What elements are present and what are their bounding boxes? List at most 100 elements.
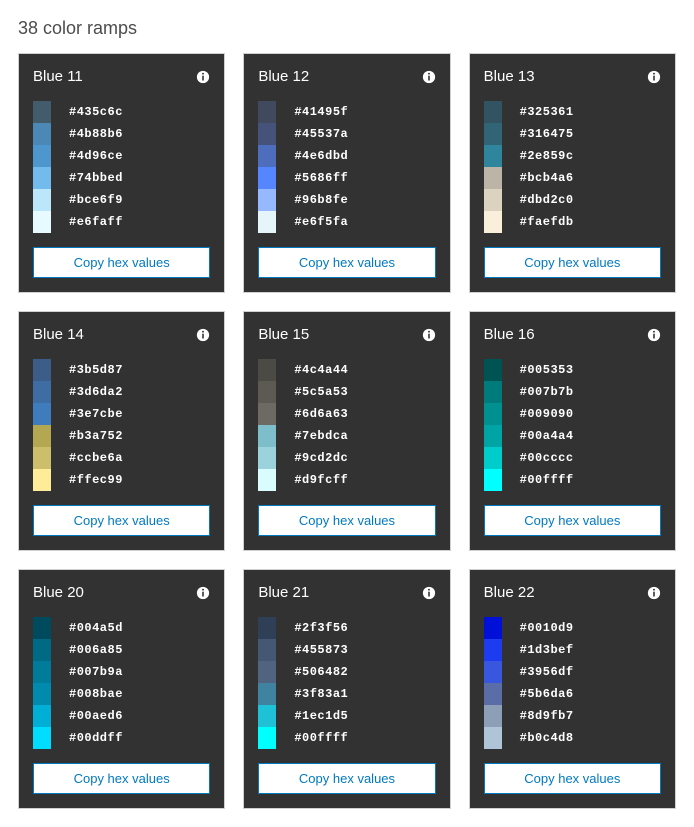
hex-value: #6d6a63 — [294, 407, 348, 421]
color-swatch — [258, 425, 276, 447]
color-swatch — [484, 381, 502, 403]
hex-row: #3f83a1 — [294, 683, 348, 705]
hex-row: #ccbe6a — [69, 447, 123, 469]
hex-value: #00cccc — [520, 451, 574, 465]
hex-row: #ffec99 — [69, 469, 123, 491]
hex-value: #3e7cbe — [69, 407, 123, 421]
hex-value: #4e6dbd — [294, 149, 348, 163]
copy-hex-button[interactable]: Copy hex values — [258, 247, 435, 278]
hex-column: #0010d9#1d3bef#3956df#5b6da6#8d9fb7#b0c4… — [520, 617, 574, 749]
hex-value: #2f3f56 — [294, 621, 348, 635]
copy-hex-button[interactable]: Copy hex values — [484, 763, 661, 794]
copy-hex-button[interactable]: Copy hex values — [33, 763, 210, 794]
hex-value: #41495f — [294, 105, 348, 119]
card-header: Blue 21 — [258, 584, 435, 601]
hex-row: #74bbed — [69, 167, 123, 189]
hex-column: #435c6c#4b88b6#4d96ce#74bbed#bce6f9#e6fa… — [69, 101, 123, 233]
color-swatch — [484, 727, 502, 749]
ramp-card: Blue 20 #004a5d#006a85#007b9a#008bae#00ae… — [18, 569, 225, 809]
color-swatch — [484, 101, 502, 123]
hex-row: #009090 — [520, 403, 574, 425]
hex-row: #45537a — [294, 123, 348, 145]
color-swatch — [484, 447, 502, 469]
color-swatch — [484, 403, 502, 425]
color-swatch — [258, 727, 276, 749]
hex-row: #3956df — [520, 661, 574, 683]
color-swatch — [33, 359, 51, 381]
card-title: Blue 14 — [33, 326, 84, 343]
hex-row: #1ec1d5 — [294, 705, 348, 727]
copy-hex-button[interactable]: Copy hex values — [484, 247, 661, 278]
info-icon[interactable] — [196, 586, 210, 600]
hex-value: #3956df — [520, 665, 574, 679]
color-swatch — [33, 683, 51, 705]
ramp-card: Blue 11#435c6c#4b88b6#4d96ce#74bbed#bce6… — [18, 53, 225, 293]
hex-value: #1d3bef — [520, 643, 574, 657]
color-swatch — [484, 661, 502, 683]
info-icon[interactable] — [196, 328, 210, 342]
hex-value: #4d96ce — [69, 149, 123, 163]
swatch-column — [33, 359, 51, 491]
color-swatch — [33, 101, 51, 123]
swatch-column — [33, 617, 51, 749]
color-swatch — [484, 211, 502, 233]
hex-row: #00cccc — [520, 447, 574, 469]
info-icon[interactable] — [647, 586, 661, 600]
hex-row: #3b5d87 — [69, 359, 123, 381]
hex-value: #faefdb — [520, 215, 574, 229]
hex-row: #506482 — [294, 661, 348, 683]
info-icon[interactable] — [422, 586, 436, 600]
info-icon[interactable] — [647, 70, 661, 84]
ramp-body: #2f3f56#455873#506482#3f83a1#1ec1d5#00ff… — [258, 617, 435, 749]
hex-row: #007b9a — [69, 661, 123, 683]
info-icon[interactable] — [196, 70, 210, 84]
info-icon[interactable] — [422, 328, 436, 342]
hex-value: #e6f5fa — [294, 215, 348, 229]
hex-row: #316475 — [520, 123, 574, 145]
hex-value: #007b7b — [520, 385, 574, 399]
copy-hex-button[interactable]: Copy hex values — [33, 247, 210, 278]
hex-value: #005353 — [520, 363, 574, 377]
hex-row: #00ffff — [520, 469, 574, 491]
hex-value: #45537a — [294, 127, 348, 141]
color-swatch — [258, 359, 276, 381]
card-title: Blue 12 — [258, 68, 309, 85]
color-swatch — [484, 145, 502, 167]
card-header: Blue 14 — [33, 326, 210, 343]
card-title: Blue 11 — [33, 68, 83, 85]
ramp-body: #005353#007b7b#009090#00a4a4#00cccc#00ff… — [484, 359, 661, 491]
color-swatch — [258, 683, 276, 705]
hex-column: #4c4a44#5c5a53#6d6a63#7ebdca#9cd2dc#d9fc… — [294, 359, 348, 491]
hex-value: #00ffff — [520, 473, 574, 487]
copy-hex-button[interactable]: Copy hex values — [258, 505, 435, 536]
card-title: Blue 21 — [258, 584, 309, 601]
hex-value: #3b5d87 — [69, 363, 123, 377]
info-icon[interactable] — [422, 70, 436, 84]
hex-row: #325361 — [520, 101, 574, 123]
card-header: Blue 22 — [484, 584, 661, 601]
card-header: Blue 20 — [33, 584, 210, 601]
swatch-column — [484, 101, 502, 233]
hex-row: #7ebdca — [294, 425, 348, 447]
hex-row: #d9fcff — [294, 469, 348, 491]
ramp-card: Blue 21 #2f3f56#455873#506482#3f83a1#1ec1… — [243, 569, 450, 809]
copy-hex-button[interactable]: Copy hex values — [33, 505, 210, 536]
copy-hex-button[interactable]: Copy hex values — [258, 763, 435, 794]
card-title: Blue 15 — [258, 326, 309, 343]
color-swatch — [33, 381, 51, 403]
hex-column: #005353#007b7b#009090#00a4a4#00cccc#00ff… — [520, 359, 574, 491]
color-swatch — [484, 617, 502, 639]
hex-column: #004a5d#006a85#007b9a#008bae#00aed6#00dd… — [69, 617, 123, 749]
copy-hex-button[interactable]: Copy hex values — [484, 505, 661, 536]
color-swatch — [258, 447, 276, 469]
hex-row: #1d3bef — [520, 639, 574, 661]
info-icon[interactable] — [647, 328, 661, 342]
hex-value: #00ddff — [69, 731, 123, 745]
card-title: Blue 20 — [33, 584, 84, 601]
hex-column: #2f3f56#455873#506482#3f83a1#1ec1d5#00ff… — [294, 617, 348, 749]
hex-row: #4e6dbd — [294, 145, 348, 167]
color-swatch — [33, 189, 51, 211]
color-swatch — [258, 101, 276, 123]
hex-value: #74bbed — [69, 171, 123, 185]
hex-value: #5686ff — [294, 171, 348, 185]
